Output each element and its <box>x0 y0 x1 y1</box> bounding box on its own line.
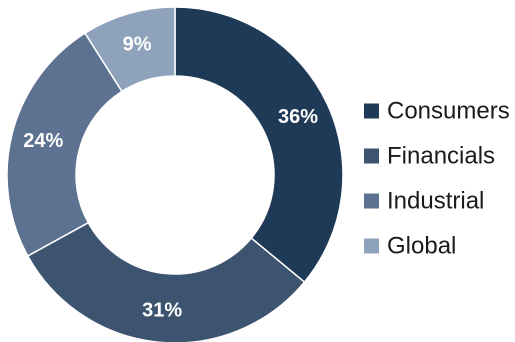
legend-swatch-global <box>364 238 379 254</box>
chart-slices <box>6 6 344 342</box>
chart-legend: Consumers Financials Industrial Global <box>364 98 510 260</box>
slice-label-financials: 31% <box>142 299 182 321</box>
legend-label-financials: Financials <box>387 143 495 170</box>
legend-swatch-consumers <box>364 103 379 119</box>
slice-label-global: 9% <box>123 33 152 55</box>
legend-label-industrial: Industrial <box>387 188 484 215</box>
slice-global <box>83 6 176 93</box>
legend-swatch-industrial <box>364 193 379 209</box>
slice-label-consumers: 36% <box>278 106 318 128</box>
slice-industrial <box>6 32 123 257</box>
slice-consumers <box>174 6 344 284</box>
legend-swatch-financials <box>364 148 379 164</box>
legend-label-global: Global <box>387 233 456 260</box>
slice-financials <box>26 221 306 342</box>
chart-slice-labels: 36% 31% 24% 9% <box>23 33 318 321</box>
legend-label-consumers: Consumers <box>387 98 510 125</box>
slice-label-industrial: 24% <box>23 130 63 152</box>
